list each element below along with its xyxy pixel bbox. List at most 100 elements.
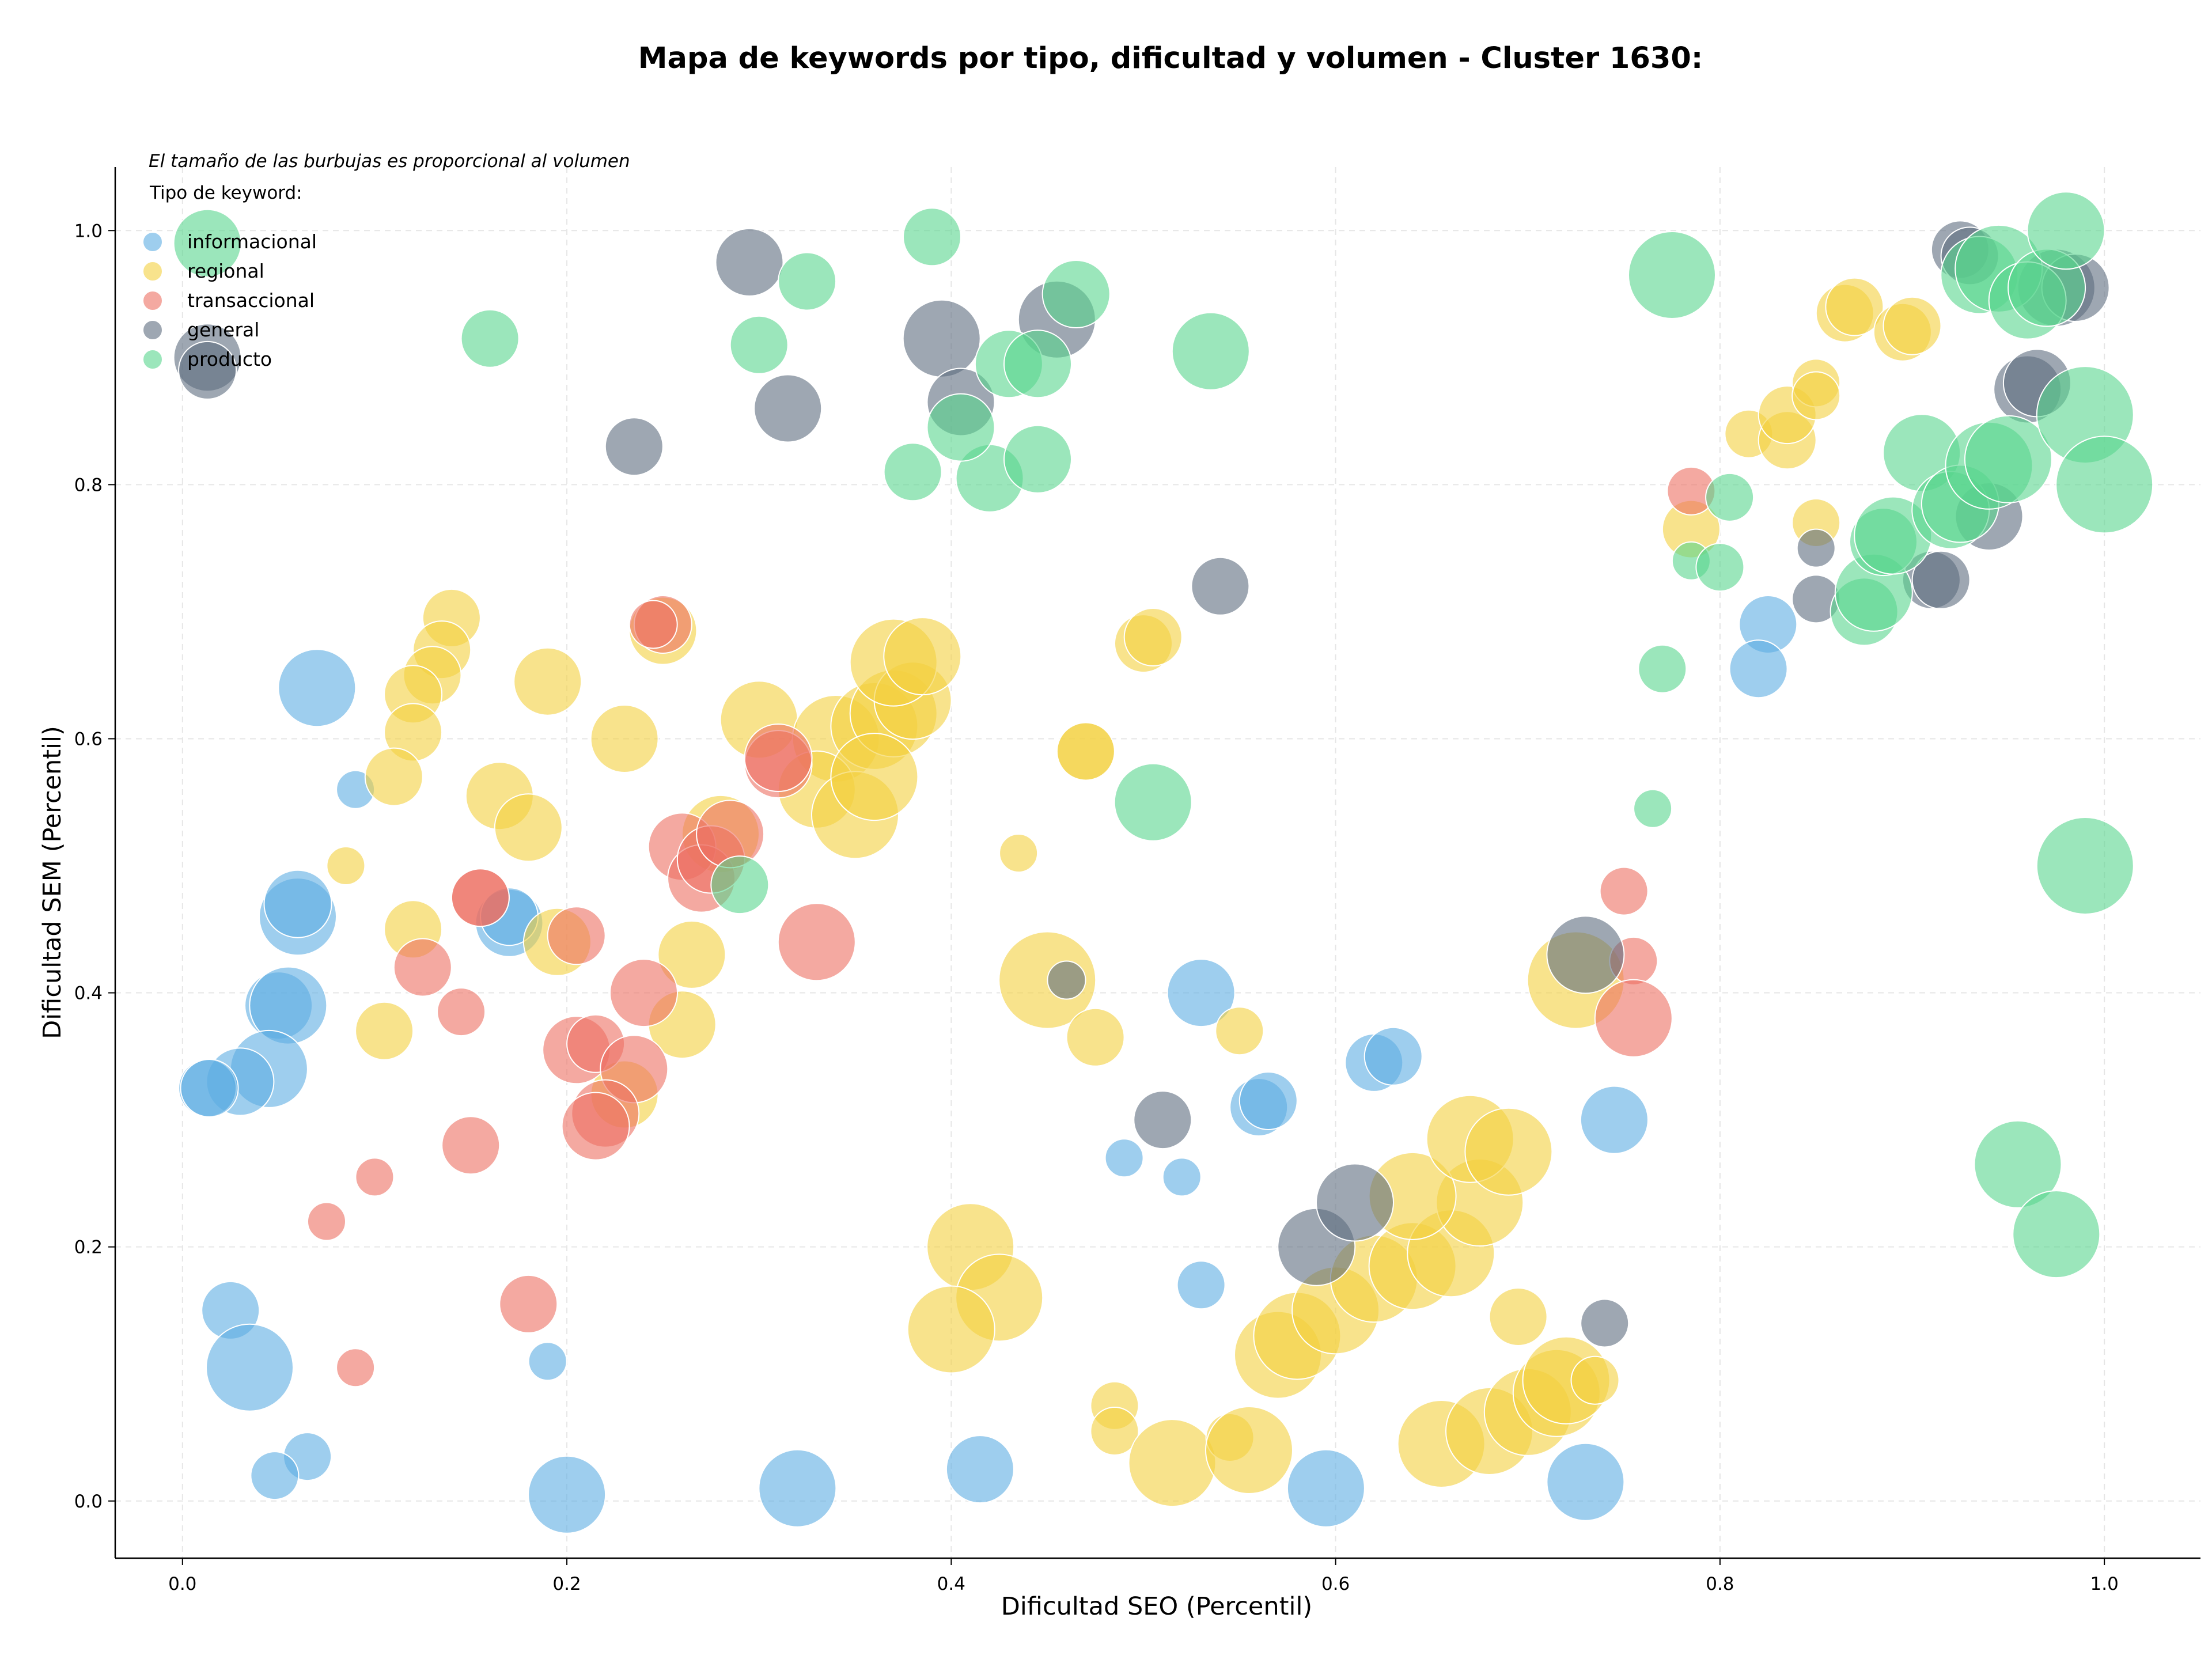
bubble-producto xyxy=(2012,1190,2101,1279)
bubble-transaccional xyxy=(547,906,606,965)
bubble-regional xyxy=(1791,371,1841,421)
bubble-regional xyxy=(1488,1287,1548,1346)
legend-marker-transaccional xyxy=(142,290,163,311)
bubble-regional xyxy=(1056,722,1115,781)
bubble-producto xyxy=(460,309,520,368)
bubble-regional xyxy=(1123,608,1183,666)
bubble-producto xyxy=(1638,644,1687,694)
bubble-producto xyxy=(903,207,961,267)
bubble-producto xyxy=(883,442,942,502)
legend-label-general: general xyxy=(187,319,259,341)
bubble-producto xyxy=(1003,425,1072,494)
bubble-transaccional xyxy=(561,1092,630,1161)
bubble-transaccional xyxy=(777,903,856,982)
bubble-producto xyxy=(1113,763,1192,842)
y-axis-label: Dificultad SEM (Percentil) xyxy=(38,726,67,1039)
bubble-regional xyxy=(1066,1007,1125,1067)
bubble-informacional xyxy=(263,869,332,938)
y-tick-label: 1.0 xyxy=(74,221,103,241)
bubble-producto xyxy=(1628,231,1716,319)
tick-labels: 0.0 0.2 0.4 0.6 0.8 1.0 0.0 0.2 0.4 0.6 0.8 1.0 xyxy=(74,221,2119,1594)
bubble-transaccional xyxy=(1594,979,1673,1058)
bubble-regional xyxy=(1825,277,1884,336)
chart-title: Mapa de keywords por tipo, dificultad y … xyxy=(638,41,1703,75)
y-tick-label: 0.6 xyxy=(74,729,103,749)
bubble-informacional xyxy=(1166,959,1236,1028)
bubble-regional xyxy=(907,1285,995,1374)
y-tick-label: 0.8 xyxy=(74,475,103,495)
data-points xyxy=(173,191,2154,1534)
x-tick-label: 0.8 xyxy=(1706,1574,1734,1594)
bubble-producto xyxy=(926,393,995,462)
bubble-producto xyxy=(1003,329,1072,399)
bubble-size-note: El tamaño de las burbujas es proporciona… xyxy=(149,151,630,172)
bubble-producto xyxy=(2036,817,2134,915)
legend-label-informacional: informacional xyxy=(187,230,317,253)
bubble-regional xyxy=(590,704,659,773)
bubble-general xyxy=(1796,528,1836,568)
bubble-informacional xyxy=(180,1059,239,1117)
bubble-regional xyxy=(999,834,1039,873)
bubble-regional xyxy=(1128,1419,1217,1507)
bubble-regional xyxy=(494,793,563,862)
legend-marker-informacional xyxy=(142,232,163,252)
bubble-informacional xyxy=(1580,1085,1649,1154)
bubble-general xyxy=(1580,1298,1630,1348)
bubble-regional xyxy=(1205,1406,1293,1494)
bubble-transaccional xyxy=(744,723,813,792)
bubble-general xyxy=(1133,1090,1192,1150)
bubble-general xyxy=(604,417,664,476)
bubble-informacional xyxy=(1238,1071,1298,1130)
bubble-informacional xyxy=(1729,639,1788,699)
legend-title: Tipo de keyword: xyxy=(149,183,302,203)
bubble-transaccional xyxy=(609,959,678,1028)
x-tick-label: 0.2 xyxy=(552,1574,581,1594)
bubble-producto xyxy=(1633,789,1673,828)
legend-marker-producto xyxy=(142,349,163,370)
bubble-transaccional xyxy=(355,1157,395,1197)
bubble-informacional xyxy=(528,1455,607,1534)
bubble-informacional xyxy=(528,1342,567,1381)
bubble-informacional xyxy=(278,649,357,728)
y-tick-label: 0.4 xyxy=(74,983,103,1004)
bubble-informacional xyxy=(758,1449,837,1528)
bubble-producto xyxy=(1974,1120,2062,1209)
legend-marker-regional xyxy=(142,261,163,282)
axes xyxy=(108,167,2200,1565)
x-tick-label: 0.4 xyxy=(937,1574,965,1594)
x-tick-label: 0.6 xyxy=(1321,1574,1350,1594)
bubble-general xyxy=(753,374,823,443)
bubble-transaccional xyxy=(499,1274,558,1334)
bubble-producto xyxy=(2027,191,2105,270)
bubble-producto xyxy=(778,252,837,311)
bubble-producto xyxy=(1171,312,1250,391)
bubble-general xyxy=(1316,1163,1394,1242)
bubble-regional xyxy=(1090,1407,1139,1456)
bubble-producto xyxy=(2055,435,2154,534)
bubble-regional xyxy=(830,733,919,821)
bubble-general xyxy=(1047,960,1086,1000)
bubble-producto xyxy=(1695,543,1745,592)
x-tick-label: 1.0 xyxy=(2090,1574,2119,1594)
bubble-producto xyxy=(1964,415,2052,503)
grid-lines xyxy=(115,167,2200,1558)
bubble-regional xyxy=(1215,1006,1264,1056)
bubble-transaccional xyxy=(307,1202,346,1241)
legend-marker-general xyxy=(142,320,163,340)
bubble-regional xyxy=(1883,296,1942,355)
bubble-general xyxy=(1191,556,1250,616)
bubble-producto xyxy=(710,855,770,915)
bubble-transaccional xyxy=(628,600,678,649)
bubble-informacional xyxy=(1363,1026,1423,1086)
bubble-general xyxy=(1911,550,1971,609)
bubble-producto xyxy=(1705,472,1755,522)
legend-label-regional: regional xyxy=(187,260,264,282)
bubble-regional xyxy=(1570,1355,1620,1405)
bubble-general xyxy=(1546,915,1625,994)
bubble-general xyxy=(178,340,237,400)
bubble-informacional xyxy=(1176,1260,1226,1310)
bubble-regional xyxy=(1464,1107,1553,1196)
bubble-informacional xyxy=(945,1435,1014,1504)
